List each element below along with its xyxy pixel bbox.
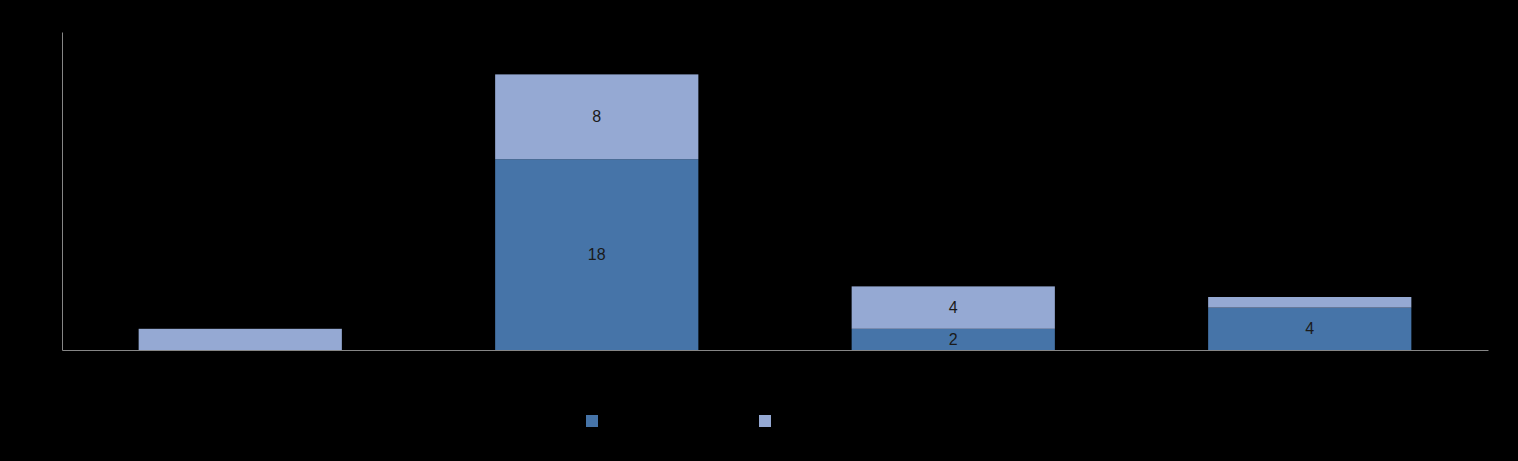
legend-swatch (586, 415, 598, 427)
bar-segment (495, 159, 698, 350)
legend (586, 415, 771, 427)
chart: 18 2 4 8 4 (0, 0, 1518, 461)
data-labels: 18 2 4 8 4 (588, 108, 1314, 348)
bars (139, 74, 1412, 350)
x-axis (63, 350, 1489, 352)
bar-segment (852, 329, 1055, 350)
y-axis-line (62, 33, 63, 351)
legend-swatch (759, 415, 771, 427)
y-axis (62, 33, 63, 351)
bar-segment (1208, 297, 1411, 308)
bar-segment (139, 329, 342, 350)
bar-segment (1208, 308, 1411, 350)
data-label: 18 (588, 246, 606, 263)
x-axis-line (63, 350, 1489, 351)
data-label: 4 (949, 299, 958, 316)
data-label: 4 (1305, 320, 1314, 337)
data-label: 2 (949, 331, 958, 348)
data-label: 8 (592, 108, 601, 125)
bar-segment (495, 74, 698, 159)
bar-segment (852, 286, 1055, 328)
